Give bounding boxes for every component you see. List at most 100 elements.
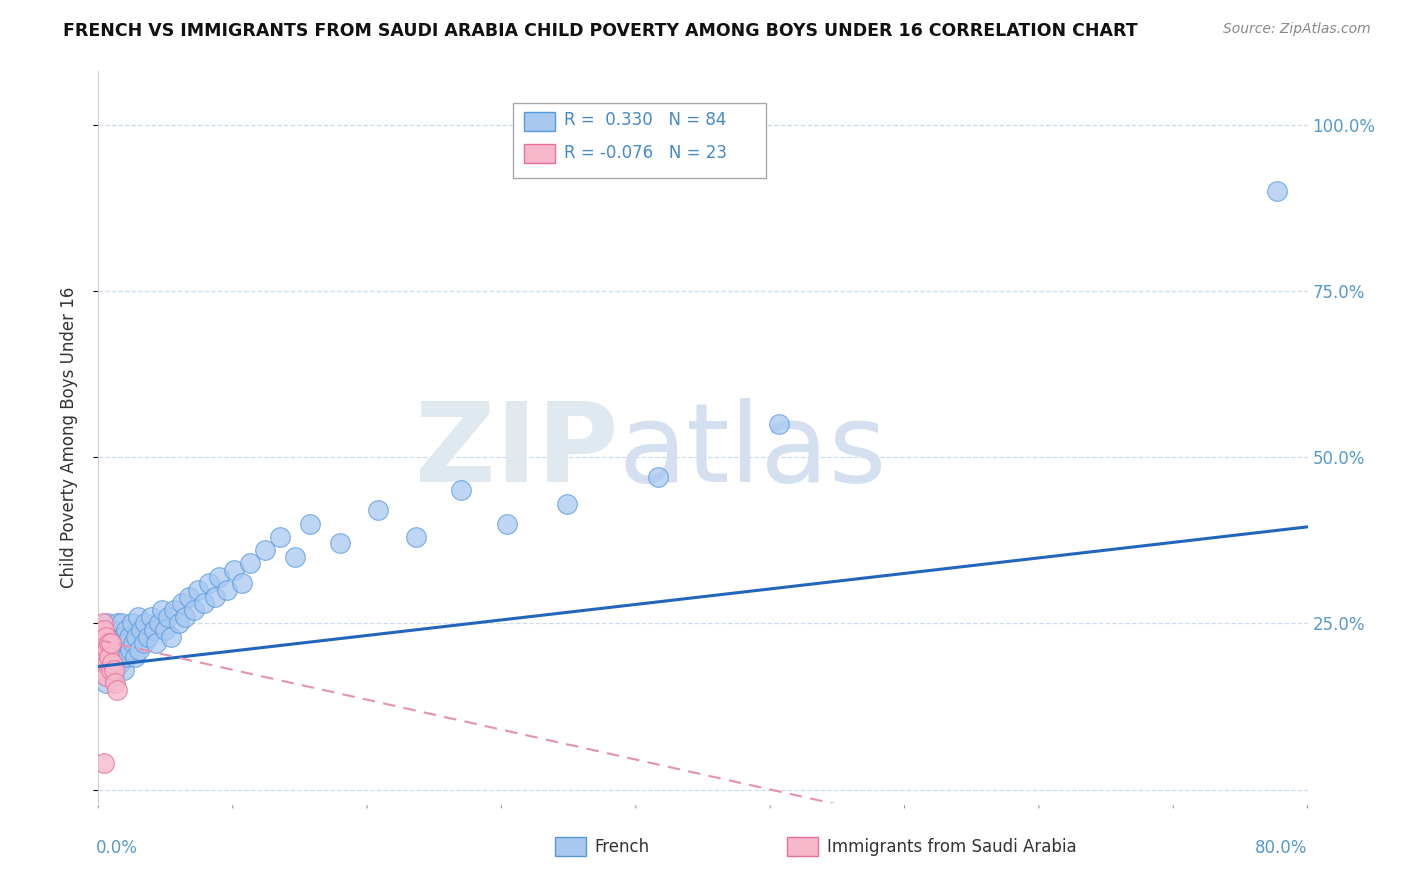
Point — [269, 530, 291, 544]
Text: R =  0.330   N = 84: R = 0.330 N = 84 — [564, 112, 725, 129]
Point — [114, 636, 136, 650]
Point — [101, 636, 124, 650]
Point — [103, 623, 125, 637]
Point — [253, 543, 276, 558]
Point — [90, 649, 112, 664]
Point — [647, 470, 669, 484]
Point — [120, 643, 142, 657]
Point — [98, 636, 121, 650]
Point — [134, 616, 156, 631]
Point — [121, 616, 143, 631]
Point — [110, 616, 132, 631]
Point — [103, 663, 125, 677]
Point — [96, 643, 118, 657]
Point — [107, 630, 129, 644]
Point — [100, 623, 122, 637]
Point — [111, 630, 134, 644]
Point — [405, 530, 427, 544]
Point — [94, 669, 117, 683]
Point — [115, 649, 138, 664]
Point — [299, 516, 322, 531]
Point — [145, 636, 167, 650]
Point — [104, 643, 127, 657]
Point — [128, 643, 150, 657]
Point — [197, 576, 219, 591]
Text: ZIP: ZIP — [415, 398, 619, 505]
Point — [93, 756, 115, 770]
Point — [111, 649, 134, 664]
Point — [768, 417, 790, 431]
Point — [367, 503, 389, 517]
Point — [93, 623, 115, 637]
Point — [112, 643, 135, 657]
Text: atlas: atlas — [619, 398, 887, 505]
Point — [94, 676, 117, 690]
Y-axis label: Child Poverty Among Boys Under 16: Child Poverty Among Boys Under 16 — [59, 286, 77, 588]
Point — [1267, 184, 1289, 198]
Point — [170, 596, 193, 610]
Point — [173, 609, 195, 624]
Point — [93, 636, 115, 650]
Point — [100, 643, 122, 657]
Point — [122, 636, 145, 650]
Point — [110, 636, 132, 650]
Point — [215, 582, 238, 597]
Point — [143, 623, 166, 637]
Point — [101, 656, 124, 670]
Point — [204, 590, 226, 604]
Point — [89, 636, 111, 650]
Point — [284, 549, 307, 564]
Point — [96, 616, 118, 631]
Point — [91, 616, 114, 631]
Point — [104, 676, 127, 690]
Point — [93, 636, 115, 650]
Point — [187, 582, 209, 597]
Point — [94, 630, 117, 644]
Point — [156, 609, 179, 624]
Point — [132, 636, 155, 650]
Point — [179, 590, 201, 604]
Point — [91, 663, 114, 677]
Point — [94, 643, 117, 657]
Point — [153, 623, 176, 637]
Point — [114, 623, 136, 637]
Point — [90, 623, 112, 637]
Point — [108, 643, 131, 657]
Text: Immigrants from Saudi Arabia: Immigrants from Saudi Arabia — [827, 838, 1077, 855]
Point — [141, 609, 163, 624]
Point — [239, 557, 262, 571]
Point — [125, 630, 148, 644]
Point — [167, 616, 190, 631]
Point — [163, 603, 186, 617]
Point — [105, 636, 128, 650]
Text: 0.0%: 0.0% — [96, 839, 138, 857]
Point — [160, 630, 183, 644]
Point — [98, 663, 121, 677]
Point — [101, 656, 124, 670]
Point — [105, 682, 128, 697]
Point — [98, 649, 121, 664]
Point — [450, 483, 472, 498]
Point — [224, 563, 246, 577]
Point — [555, 497, 578, 511]
Point — [136, 630, 159, 644]
Text: French: French — [595, 838, 650, 855]
Point — [103, 669, 125, 683]
Point — [96, 669, 118, 683]
Point — [91, 643, 114, 657]
Text: 80.0%: 80.0% — [1256, 839, 1308, 857]
Point — [108, 656, 131, 670]
Point — [183, 603, 205, 617]
Point — [329, 536, 352, 550]
Point — [96, 656, 118, 670]
Point — [103, 649, 125, 664]
Point — [93, 656, 115, 670]
Point — [118, 630, 141, 644]
Point — [208, 570, 231, 584]
Point — [112, 663, 135, 677]
Point — [193, 596, 215, 610]
Point — [495, 516, 517, 531]
Point — [124, 649, 146, 664]
Point — [90, 649, 112, 664]
Point — [98, 630, 121, 644]
